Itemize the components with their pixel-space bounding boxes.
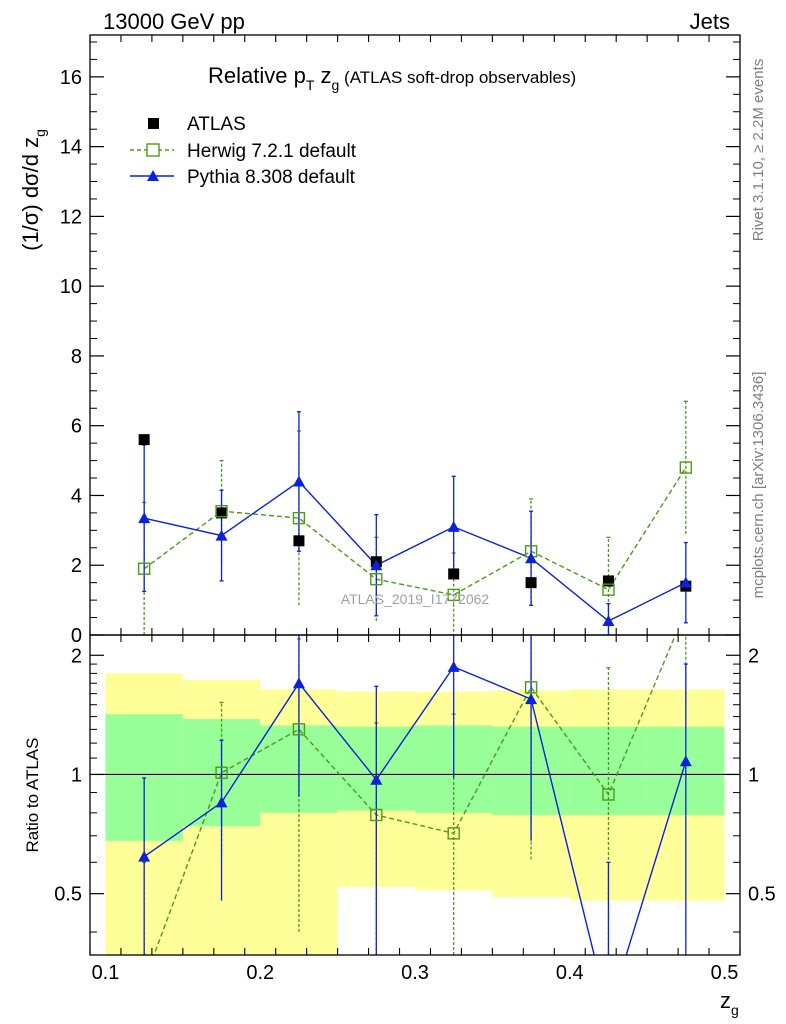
ratio-herwig-point (370, 808, 383, 822)
herwig-point (679, 461, 693, 474)
legend-atlas-label: ATLAS (187, 114, 246, 135)
ratio-herwig-point (447, 827, 460, 840)
pythia-point (138, 512, 151, 524)
main-ylabel-text: (1/σ) dσ/d z (18, 137, 43, 251)
herwig-line (143, 467, 687, 596)
ratio-pythia-line (143, 665, 687, 955)
legend-pythia-marker (147, 170, 159, 181)
pythia-point (292, 475, 305, 487)
ratio-herwig-point (602, 788, 615, 801)
herwig-point (137, 562, 151, 575)
ratio-herwig-point (292, 723, 306, 736)
pythia-point (215, 529, 228, 541)
pythia-point (525, 552, 538, 564)
legend-herwig-marker (146, 143, 160, 157)
ratio-herwig-point (215, 766, 228, 779)
main-ytick-label: 0 (71, 625, 82, 647)
pythia-point (602, 615, 615, 627)
legend-herwig-label: Herwig 7.2.1 default (187, 141, 357, 162)
main-ytick-label: 2 (71, 555, 82, 577)
main-series-group (137, 400, 693, 635)
ratio-ytick-label-right: 0.5 (748, 884, 776, 906)
main-axis-ticks: 0 2 4 6 8 10 12 14 16 (60, 35, 741, 647)
xlabel: zg (720, 988, 739, 1018)
main-ytick-label: 12 (60, 206, 82, 228)
mcplots-side-text: mcplots.cern.ch [arXiv:1306.3436] (750, 372, 767, 599)
legend-atlas-marker (148, 118, 159, 129)
main-ylabel-sub: g (32, 129, 48, 137)
main-ytick-label: 4 (71, 485, 82, 507)
herwig-point (292, 511, 306, 525)
atlas-point (525, 577, 537, 589)
atlas-point (138, 434, 150, 446)
ratio-xtick-label: 0.5 (711, 962, 739, 984)
title-sub-g: g (332, 77, 340, 93)
ratio-pythia-point (447, 660, 460, 672)
main-ytick-label: 16 (60, 67, 82, 89)
pythia-point (370, 559, 383, 571)
xlabel-text: z (720, 988, 731, 1013)
ratio-ytick-label: 1 (71, 764, 82, 786)
title-sub-t: T (306, 77, 315, 93)
ratio-ytick-label-right: 2 (748, 645, 759, 667)
ratio-pythia-point (370, 773, 383, 785)
ratio-ytick-label: 0.5 (54, 884, 82, 906)
ratio-pythia-point (138, 850, 151, 862)
ratio-xtick-label: 0.3 (401, 962, 429, 984)
ratio-xtick-label: 0.2 (246, 962, 274, 984)
atlas-point (293, 535, 305, 547)
herwig-point (602, 583, 615, 596)
ratio-xtick-label: 0.4 (556, 962, 584, 984)
ratio-pythia-point (679, 755, 692, 767)
ratio-axis-ticks: 0.5 0.5 1 1 2 2 0.1 0.2 0.3 0.4 0.5 (54, 635, 776, 984)
pythia-point (447, 520, 460, 532)
ratio-herwig-line (153, 635, 677, 955)
title-z: z (314, 63, 331, 88)
ratio-panel (90, 635, 740, 955)
herwig-point (215, 504, 228, 518)
ratio-pythia-point (215, 796, 228, 808)
ratio-frame (89, 634, 741, 956)
atlas-point (448, 568, 460, 580)
rivet-side-text: Rivet 3.1.10, ≥ 2.2M events (750, 59, 767, 242)
header-right: Jets (690, 9, 730, 34)
legend: ATLAS Herwig 7.2.1 default Pythia 8.308 … (130, 114, 357, 188)
ratio-ylabel: Ratio to ATLAS (23, 738, 42, 853)
title-suffix: (ATLAS soft-drop observables) (339, 68, 576, 87)
analysis-watermark: ATLAS_2019_I1772062 (341, 591, 490, 607)
xlabel-sub: g (731, 1002, 739, 1018)
atlas-point (216, 507, 228, 519)
header-left: 13000 GeV pp (103, 9, 245, 34)
main-ytick-label: 6 (71, 416, 82, 438)
ratio-series-group (90, 635, 740, 955)
title-prefix: Relative p (208, 63, 306, 88)
main-ytick-label: 14 (60, 137, 82, 159)
ratio-pythia-point (292, 677, 305, 689)
main-ytick-label: 10 (60, 276, 82, 298)
ratio-pythia-point (525, 693, 538, 705)
main-ylabel: (1/σ) dσ/d zg (18, 129, 48, 251)
pythia-point (679, 576, 692, 588)
main-panel (137, 400, 693, 635)
ratio-xtick-label: 0.1 (92, 962, 120, 984)
ratio-herwig-point (524, 681, 538, 694)
herwig-point (447, 588, 460, 602)
atlas-point (602, 575, 614, 587)
ratio-ytick-label: 2 (71, 645, 82, 667)
ratio-ytick-label-right: 1 (748, 764, 759, 786)
legend-pythia-label: Pythia 8.308 default (187, 167, 356, 188)
pythia-line (144, 480, 687, 622)
herwig-point (370, 572, 383, 586)
plot-title: Relative pT zg (ATLAS soft-drop observab… (208, 63, 576, 93)
main-ytick-label: 8 (71, 346, 82, 368)
